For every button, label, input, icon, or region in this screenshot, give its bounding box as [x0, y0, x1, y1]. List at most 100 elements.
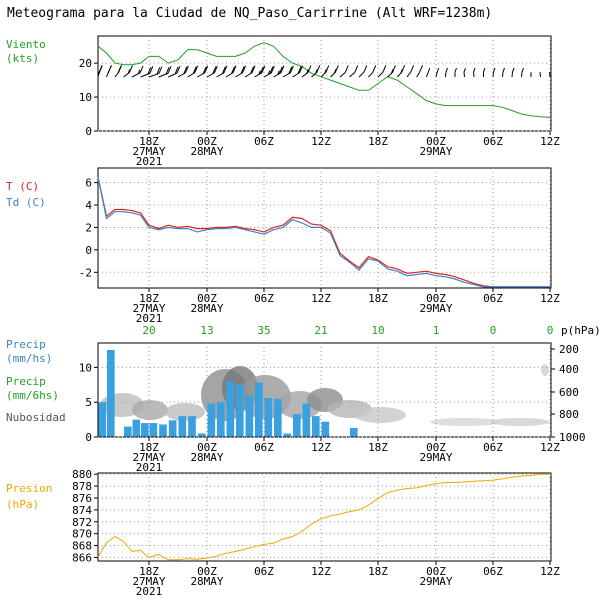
- pres-ytick-label: 874: [72, 504, 92, 517]
- precip-bar: [98, 402, 107, 437]
- wind-barb: [473, 67, 476, 78]
- wind-barb: [292, 65, 303, 78]
- temp-frame: [97, 167, 552, 289]
- wind-barb-half-flag: [454, 67, 457, 73]
- precip-bar: [197, 433, 206, 437]
- wind-speed-line: [97, 42, 551, 118]
- wind-barb-half-flag: [277, 70, 280, 75]
- pres-xtick-label: 06Z: [254, 565, 274, 578]
- temp-ytick-label: 4: [85, 199, 92, 212]
- pres-ytick-label: 868: [72, 540, 92, 553]
- wind-barb-flag: [299, 65, 303, 73]
- wind-label: Viento: [6, 38, 46, 51]
- precip-bar: [168, 420, 177, 437]
- wind-barb-flag: [194, 65, 199, 73]
- wind-barb-flag: [184, 65, 189, 74]
- precip-bar: [293, 414, 301, 437]
- wind-barb-flag: [307, 65, 312, 73]
- wind-barb-half-flag: [502, 67, 505, 73]
- wind-barb-flag: [202, 66, 207, 74]
- pres-xtick-label: 12Z: [540, 565, 560, 578]
- precip-bar: [107, 349, 115, 437]
- temp-ytick-label: 0: [85, 244, 92, 257]
- wind-barb-flag: [223, 65, 228, 74]
- precip-bar: [226, 381, 235, 437]
- wind-barb: [97, 64, 103, 78]
- cloud-blob: [430, 418, 500, 426]
- wind-barb: [301, 65, 312, 78]
- wind-barb-flag: [419, 65, 424, 73]
- temp-date-label: 28MAY: [190, 302, 223, 315]
- precip-frame: [97, 342, 552, 438]
- precip-bar: [302, 403, 311, 437]
- wind-barb-flag: [250, 66, 254, 74]
- wind-barb: [140, 66, 154, 78]
- wind-barb: [377, 65, 387, 78]
- temp-xtick-label: 06Z: [483, 292, 503, 305]
- pressure-line: [97, 473, 550, 561]
- wind-barb-flag: [382, 65, 387, 73]
- pres-ytick-label: 872: [72, 516, 92, 529]
- temp-ytick-label: -2: [79, 266, 92, 279]
- precip-xtick-label: 00Z: [426, 441, 446, 454]
- temp-xtick-label: 00Z: [426, 292, 446, 305]
- temperature-line: [97, 176, 550, 288]
- temp-xtick-label: 12Z: [311, 292, 331, 305]
- wind-barb-flag: [270, 65, 275, 74]
- wind-barb: [339, 65, 349, 78]
- wind-barb-flag: [391, 65, 396, 73]
- pressure-unit-label: (hPa): [6, 498, 39, 511]
- wind-barb: [463, 67, 466, 78]
- wind-barb: [387, 65, 396, 78]
- wind-barb-flag: [410, 65, 415, 73]
- wind-barb: [263, 65, 275, 78]
- wind-barb-half-flag: [333, 69, 337, 74]
- wind-barb: [416, 65, 424, 78]
- temp-date-label: 29MAY: [419, 302, 452, 315]
- wind-xtick-label: 18Z: [139, 135, 159, 148]
- precip-ytick-label: 5: [85, 396, 92, 409]
- wind-barb-flag: [204, 65, 209, 74]
- wind-barb-flag: [325, 65, 330, 73]
- wind-barb-flag: [280, 65, 285, 74]
- precip-accum-label: 20: [142, 324, 155, 337]
- wind-barb: [244, 65, 256, 78]
- wind-barb-shaft: [339, 72, 346, 78]
- chart-title: Meteograma para la Ciudad de NQ_Paso_Car…: [7, 6, 492, 21]
- pres-frame: [97, 472, 552, 562]
- wind-barb: [197, 65, 209, 78]
- precip-date-label: 28MAY: [190, 451, 223, 464]
- wind-barb-half-flag: [137, 69, 141, 75]
- temp-xtick-label: 12Z: [540, 292, 560, 305]
- wind-barb-flag: [174, 66, 179, 75]
- wind-date-label: 28MAY: [190, 145, 223, 158]
- pres-ytick-label: 876: [72, 492, 92, 505]
- wind-barb: [131, 65, 144, 78]
- precip-6hs-unit: (mm/6hs): [6, 389, 59, 402]
- wind-barb: [114, 65, 123, 78]
- wind-barb-shaft: [416, 71, 421, 78]
- wind-barb-flag: [183, 66, 188, 74]
- wind-barb: [168, 65, 181, 78]
- precip-year-label: 2021: [136, 461, 163, 474]
- wind-unit-label: (kts): [6, 52, 39, 65]
- precip-bar: [236, 384, 244, 437]
- pres-date-label: 29MAY: [419, 575, 452, 588]
- precip-bar: [350, 427, 358, 437]
- wind-barb-half-flag: [493, 67, 496, 73]
- wind-barb-half-flag: [315, 69, 318, 74]
- wind-barb-shaft: [425, 71, 429, 78]
- temp-xtick-label: 00Z: [197, 292, 217, 305]
- precip-xtick-label: 00Z: [197, 441, 217, 454]
- pres-ytick-label: 880: [72, 468, 92, 481]
- wind-barb-flag: [288, 66, 293, 74]
- pressure-axis-label: 800: [559, 408, 579, 421]
- wind-barb-flag: [128, 65, 133, 73]
- wind-xtick-label: 12Z: [311, 135, 331, 148]
- pressure-axis-label: 600: [559, 386, 579, 399]
- wind-barb-flag: [165, 66, 170, 75]
- precip-bar: [178, 416, 187, 437]
- wind-barb-flag: [269, 66, 274, 74]
- precip-ytick-label: 0: [85, 431, 92, 444]
- precip-hs-label: Precip: [6, 338, 46, 351]
